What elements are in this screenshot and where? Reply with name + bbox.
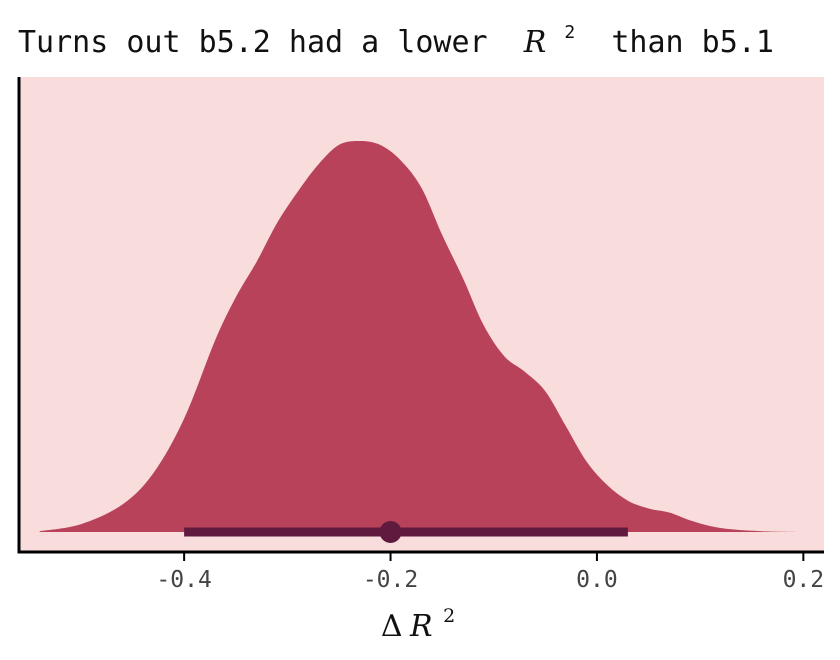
x-tick-label: 0.0 (576, 567, 618, 593)
x-axis-label-superscript: 2 (443, 605, 455, 627)
x-axis-ticks: -0.4 -0.2 0.0 0.2 (156, 552, 824, 593)
chart-title-superscript: 2 (564, 22, 575, 43)
x-tick-label: -0.4 (156, 567, 211, 593)
x-axis-label-delta: Δ (381, 609, 403, 644)
chart-title-part-1: Turns out b5.2 had a lower (18, 25, 506, 60)
x-tick-label: 0.2 (783, 567, 825, 593)
x-axis-label: Δ R 2 (381, 605, 455, 644)
x-tick-label: -0.2 (363, 567, 418, 593)
chart-title-symbol: R (523, 25, 547, 60)
chart-title-part-2: than b5.1 (593, 25, 774, 60)
chart-title: Turns out b5.2 had a lower R 2 than b5.1 (18, 11, 774, 60)
density-area (39, 141, 804, 532)
median-point (379, 521, 402, 543)
x-axis-label-symbol: R (409, 609, 433, 644)
